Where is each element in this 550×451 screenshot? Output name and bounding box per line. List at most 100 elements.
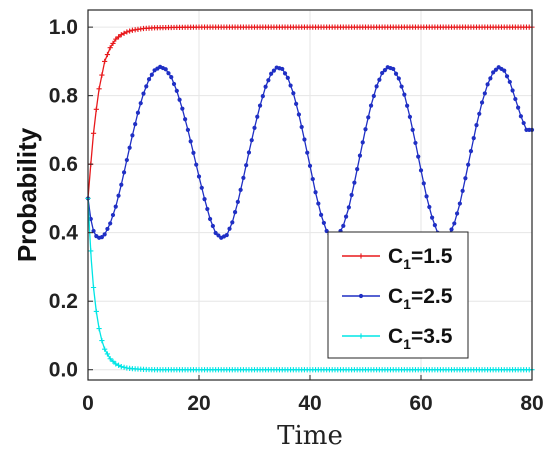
legend-box xyxy=(327,231,469,359)
data-point xyxy=(507,79,512,85)
data-point xyxy=(141,91,146,96)
data-point xyxy=(202,197,207,202)
data-point xyxy=(416,154,421,159)
data-point xyxy=(196,174,202,179)
legend-label-main: C xyxy=(388,245,403,268)
data-point xyxy=(93,308,99,315)
data-point xyxy=(280,66,285,72)
data-point xyxy=(260,94,265,99)
data-point xyxy=(116,193,121,198)
legend-label-subscript: 1 xyxy=(403,256,411,272)
data-point xyxy=(263,84,268,89)
series-c1-1-5 xyxy=(85,24,535,202)
data-point xyxy=(99,338,105,344)
data-point xyxy=(352,180,357,185)
y-tick-label: 0.6 xyxy=(49,153,78,176)
data-point xyxy=(510,88,515,93)
data-point xyxy=(502,68,507,73)
data-point xyxy=(110,212,116,218)
data-point xyxy=(88,216,93,222)
data-point xyxy=(366,115,371,120)
data-point xyxy=(115,362,122,368)
data-point xyxy=(282,71,288,76)
data-point xyxy=(124,29,130,35)
data-point xyxy=(363,127,368,132)
legend-entry: C1=2.5 xyxy=(342,285,453,312)
data-point xyxy=(232,210,238,215)
data-point xyxy=(88,248,94,254)
data-point xyxy=(119,182,124,187)
data-point xyxy=(449,227,454,232)
data-point xyxy=(452,221,457,226)
data-point xyxy=(104,51,111,58)
y-tick-label: 0.0 xyxy=(49,359,78,382)
legend-label: C1=1.5 xyxy=(388,245,453,272)
y-axis-label: Probability xyxy=(12,127,42,262)
legend-label-main: C xyxy=(388,285,403,308)
x-tick-label: 20 xyxy=(187,392,210,415)
data-point xyxy=(485,82,490,87)
data-point xyxy=(93,106,99,112)
data-point xyxy=(360,140,365,145)
data-point xyxy=(413,140,418,146)
axis-ticks: 0 20 40 60 80 0.0 0.2 0.4 0.6 0.8 1.0 xyxy=(49,16,544,415)
y-tick-label: 0.4 xyxy=(49,222,79,245)
data-point xyxy=(299,124,304,130)
data-point xyxy=(358,333,364,339)
data-point xyxy=(118,32,124,38)
x-axis-label: Time xyxy=(277,421,343,451)
legend-label-subscript: 1 xyxy=(403,336,411,352)
data-point xyxy=(393,71,399,76)
data-point xyxy=(216,233,221,238)
data-point xyxy=(313,190,318,195)
data-point xyxy=(102,232,107,237)
data-point xyxy=(174,88,179,93)
data-point xyxy=(396,76,401,81)
data-point xyxy=(402,92,407,97)
data-point xyxy=(107,356,113,362)
data-point xyxy=(188,139,193,144)
data-point xyxy=(102,58,108,64)
series-c1-3-5 xyxy=(85,195,535,373)
data-point xyxy=(144,84,149,89)
data-point xyxy=(479,100,485,105)
data-point xyxy=(238,187,243,192)
data-point xyxy=(516,105,521,110)
data-point xyxy=(105,226,110,232)
data-point xyxy=(319,212,324,217)
data-point xyxy=(90,130,97,136)
data-point xyxy=(424,194,429,199)
data-point xyxy=(355,167,360,172)
data-point xyxy=(185,127,190,133)
data-point xyxy=(488,76,493,81)
data-point xyxy=(227,226,232,231)
data-point xyxy=(127,145,132,150)
data-point xyxy=(493,67,499,72)
data-point xyxy=(421,181,426,186)
data-point xyxy=(368,103,374,108)
data-point xyxy=(316,201,321,206)
data-point xyxy=(468,149,474,154)
data-point xyxy=(230,220,235,225)
data-point xyxy=(133,121,138,127)
data-point xyxy=(90,284,97,291)
x-tick-label: 40 xyxy=(298,392,321,415)
data-point xyxy=(246,150,252,155)
data-point xyxy=(180,106,185,111)
data-point xyxy=(477,111,482,116)
y-tick-label: 0.8 xyxy=(49,85,79,108)
data-point xyxy=(99,235,104,240)
x-tick-label: 80 xyxy=(520,392,543,415)
data-point xyxy=(410,127,415,133)
legend-entry: C1=3.5 xyxy=(342,325,453,352)
data-point xyxy=(291,91,296,96)
data-point xyxy=(463,176,468,181)
data-point xyxy=(171,81,177,87)
data-point xyxy=(205,206,210,212)
data-point xyxy=(169,75,174,80)
x-tick-label: 0 xyxy=(82,392,94,415)
legend-label-value: =2.5 xyxy=(411,285,453,308)
data-point xyxy=(194,162,199,167)
x-tick-label: 60 xyxy=(409,392,432,415)
data-point xyxy=(269,71,274,76)
